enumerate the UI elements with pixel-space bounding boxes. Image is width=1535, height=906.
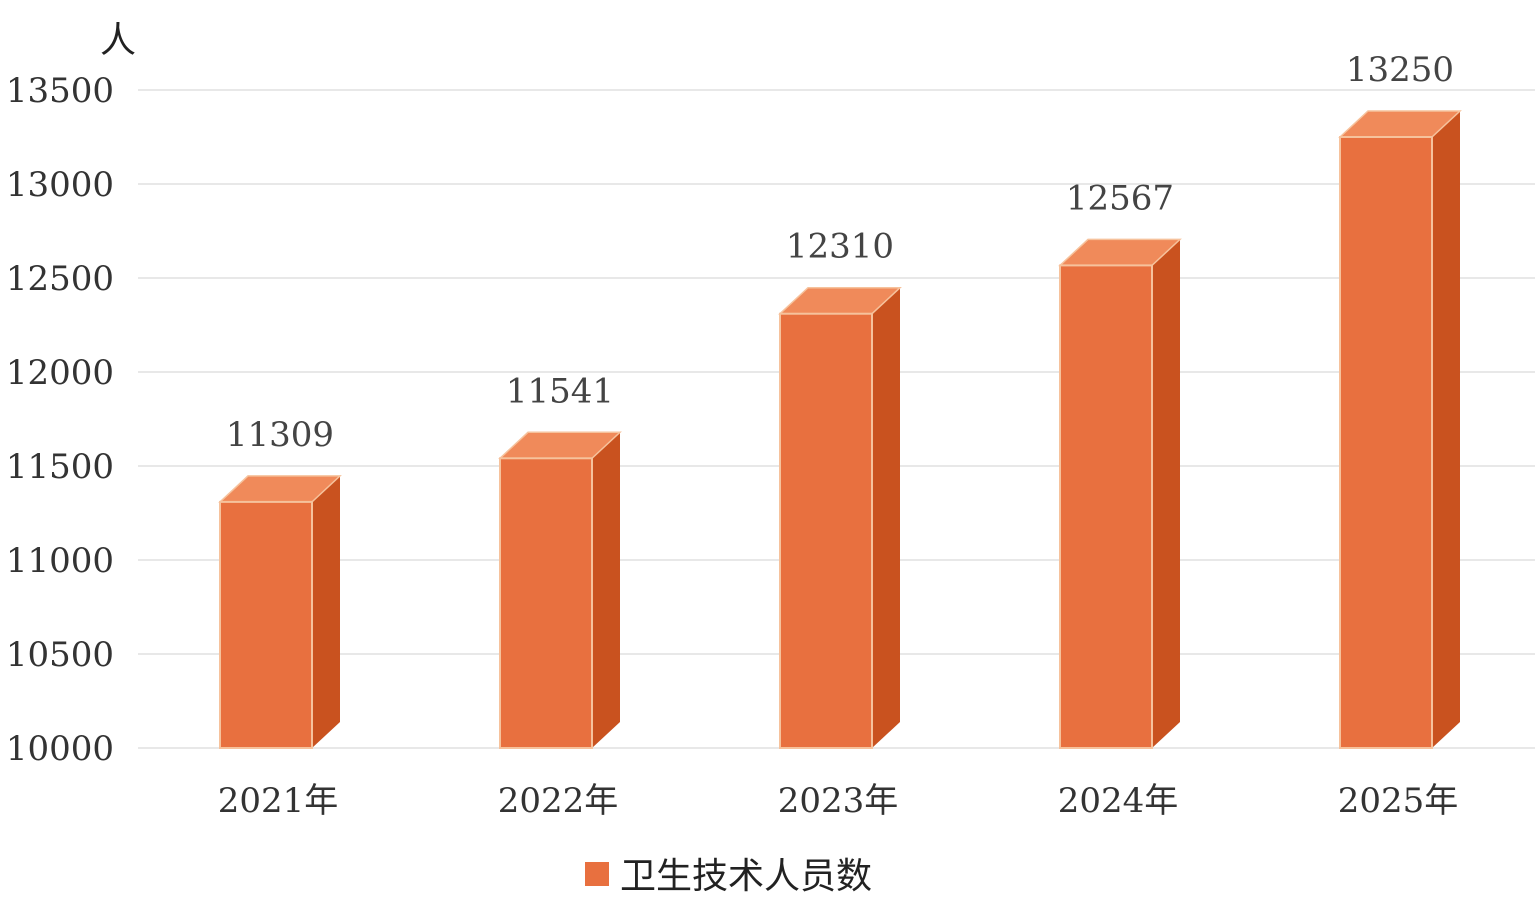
x-axis: 2021年 2022年 2023年 2024年 2025年: [218, 781, 1459, 821]
bar-side-face: [872, 287, 900, 748]
data-label: 12567: [1066, 178, 1174, 218]
data-label: 11541: [506, 371, 614, 411]
bar-front-face: [1339, 136, 1433, 749]
y-tick-label: 10500: [6, 635, 114, 675]
bar-front-face: [499, 457, 593, 749]
y-axis-unit-label: 人: [100, 20, 136, 61]
bar: [218, 475, 342, 749]
bar: [1338, 110, 1462, 749]
bar-side-face: [312, 475, 340, 748]
bar-side-face: [1432, 111, 1460, 748]
bar: [1058, 238, 1182, 749]
bar-side-face: [1152, 239, 1180, 749]
y-tick-label: 11500: [6, 447, 114, 487]
legend-swatch: [585, 862, 609, 886]
x-tick-label: 2025年: [1338, 781, 1459, 821]
bar-front-face: [779, 312, 873, 749]
y-tick-label: 10000: [6, 729, 114, 769]
y-tick-label: 12500: [6, 259, 114, 299]
x-tick-label: 2021年: [218, 781, 339, 821]
x-tick-label: 2024年: [1058, 781, 1179, 821]
data-label: 11309: [226, 415, 334, 455]
bar-front-face: [219, 500, 313, 749]
bar-front-face: [1059, 264, 1153, 749]
y-tick-label: 12000: [6, 353, 114, 393]
legend-label: 卫生技术人员数: [620, 856, 872, 897]
bar-side-face: [592, 432, 620, 748]
bar: [498, 431, 622, 749]
y-axis: 10000 10500 11000 11500 12000 12500 13000 13500: [6, 71, 114, 769]
legend: 卫生技术人员数: [585, 856, 872, 897]
data-label: 12310: [786, 227, 894, 267]
y-tick-label: 11000: [6, 541, 114, 581]
x-tick-label: 2022年: [498, 781, 619, 821]
data-label: 13250: [1346, 50, 1454, 90]
bars: 11309 11541 12310 12567 13250: [218, 50, 1462, 749]
y-tick-label: 13500: [6, 71, 114, 111]
bar: [778, 286, 902, 749]
x-tick-label: 2023年: [778, 781, 899, 821]
y-tick-label: 13000: [6, 165, 114, 205]
